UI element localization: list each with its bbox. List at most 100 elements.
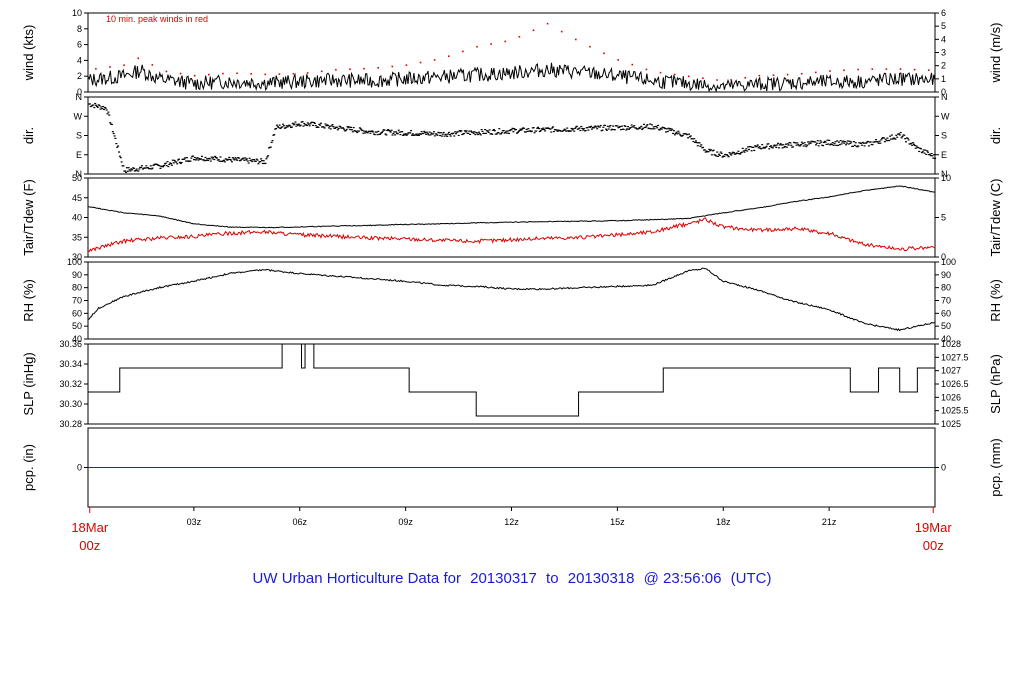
direction-point [410, 130, 413, 132]
footer-connector: to [546, 570, 559, 587]
direction-point [923, 152, 926, 154]
direction-point [383, 129, 386, 131]
direction-point [818, 142, 821, 144]
direction-point [602, 126, 605, 128]
peak-point [631, 63, 634, 66]
direction-point [369, 132, 372, 134]
peak-point [730, 79, 732, 81]
direction-point [242, 157, 245, 159]
direction-point [700, 144, 703, 146]
direction-point [756, 144, 759, 146]
direction-point [681, 134, 684, 137]
direction-point [245, 158, 248, 160]
direction-point [776, 144, 779, 146]
direction-point [599, 124, 602, 127]
direction-point [411, 133, 414, 135]
direction-point [765, 145, 768, 147]
direction-point [651, 128, 654, 130]
direction-point [618, 126, 621, 128]
direction-point [671, 128, 674, 130]
ytick-label: E [941, 150, 947, 160]
direction-point [147, 167, 150, 169]
ytick-label: 1025 [941, 419, 961, 429]
ytick-label: 40 [72, 334, 82, 344]
xtick-label: 21z [822, 517, 837, 527]
direction-point [371, 130, 374, 132]
direction-point [416, 134, 419, 136]
direction-point [454, 131, 457, 133]
direction-point [861, 141, 864, 144]
direction-point [672, 130, 675, 132]
peak-point [843, 69, 845, 72]
direction-point [529, 130, 532, 132]
direction-point [890, 138, 893, 140]
direction-point [707, 151, 710, 153]
direction-point [934, 157, 937, 160]
ytick-label: 50 [941, 321, 951, 331]
direction-point [346, 126, 349, 128]
xtick-label: 03z [187, 517, 202, 527]
direction-point [778, 144, 781, 146]
direction-point [610, 129, 613, 131]
direction-point [533, 132, 536, 134]
direction-point [900, 137, 903, 139]
direction-point [590, 125, 593, 127]
direction-point [652, 126, 655, 128]
direction-point [217, 159, 220, 161]
direction-point [755, 145, 758, 147]
direction-point [393, 131, 396, 133]
direction-point [327, 127, 330, 129]
direction-point [194, 159, 197, 161]
direction-point [666, 130, 669, 133]
footer-timezone: (UTC) [731, 570, 772, 587]
ylabel-left-rh: RH (%) [21, 279, 36, 322]
direction-point [432, 131, 435, 133]
direction-point [759, 147, 762, 149]
direction-point [364, 132, 367, 134]
x-start-label-date: 18Mar [71, 520, 109, 535]
direction-point [728, 152, 731, 154]
direction-point [234, 157, 237, 159]
ytick-label: S [941, 131, 947, 141]
direction-point [150, 168, 153, 170]
direction-point [257, 163, 260, 165]
direction-point [168, 163, 171, 166]
direction-point [245, 159, 248, 161]
ytick-label: W [74, 111, 83, 121]
ytick-label: 0 [77, 463, 82, 473]
direction-point [836, 140, 839, 142]
direction-point [177, 158, 180, 160]
direction-point [777, 147, 780, 149]
ytick-label: 60 [941, 308, 951, 318]
direction-point [730, 154, 733, 156]
ytick-label: 6 [77, 40, 82, 50]
direction-point [427, 134, 430, 136]
direction-point [723, 155, 726, 158]
direction-point [447, 131, 450, 134]
peak-point [391, 65, 394, 68]
direction-point [114, 137, 117, 139]
direction-point [677, 130, 680, 132]
direction-point [439, 134, 442, 137]
direction-point [929, 155, 932, 157]
direction-point [607, 128, 610, 130]
direction-point [619, 125, 622, 128]
direction-point [918, 150, 921, 153]
direction-point [903, 134, 906, 136]
direction-point [296, 123, 299, 125]
direction-point [419, 133, 422, 135]
direction-point [149, 165, 152, 167]
direction-point [819, 140, 822, 142]
x-end-label-time: 00z [923, 538, 944, 553]
direction-point [206, 158, 209, 160]
direction-point [481, 130, 484, 133]
direction-point [635, 127, 638, 129]
direction-point [339, 126, 342, 128]
direction-point [270, 141, 273, 143]
direction-point [541, 128, 544, 131]
direction-point [246, 160, 249, 162]
ytick-label: 30.34 [59, 359, 82, 369]
direction-point [665, 128, 668, 130]
direction-point [438, 132, 441, 134]
direction-point [286, 126, 289, 128]
